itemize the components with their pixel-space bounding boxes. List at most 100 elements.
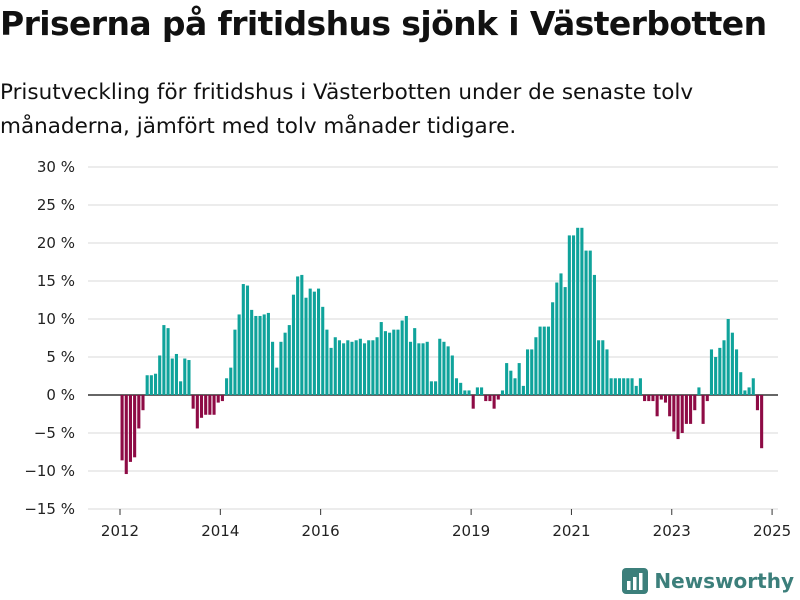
bar: [496, 395, 500, 400]
bar: [613, 378, 617, 395]
x-tick-label: 2014: [201, 522, 239, 540]
x-tick-label: 2016: [302, 522, 340, 540]
bar: [346, 340, 350, 395]
bar: [534, 337, 538, 395]
bar: [379, 322, 383, 395]
bar: [735, 349, 739, 395]
bar: [237, 314, 241, 395]
bar: [546, 326, 550, 395]
bar: [475, 387, 479, 395]
bar: [659, 395, 663, 400]
bar: [413, 328, 417, 395]
bar: [454, 378, 459, 395]
x-tick-label: 2019: [452, 522, 490, 540]
brand-logo: Newsworthy: [622, 568, 794, 594]
bar: [350, 341, 354, 395]
bar: [705, 395, 709, 402]
bar: [668, 395, 672, 417]
bar: [563, 287, 567, 395]
bar: [680, 395, 684, 433]
bar: [304, 297, 308, 395]
bar: [655, 395, 659, 417]
bar: [254, 315, 258, 395]
bar: [676, 395, 680, 440]
bar: [467, 390, 471, 395]
bar: [145, 375, 149, 395]
bar: [329, 347, 333, 395]
bar: [417, 343, 421, 395]
bar: [755, 395, 759, 411]
bar: [471, 395, 475, 409]
bar: [526, 349, 530, 395]
bar: [551, 302, 555, 395]
bar: [672, 395, 676, 432]
bar: [530, 349, 534, 395]
y-tick-label: 30 %: [37, 158, 75, 176]
bar: [643, 395, 647, 402]
bar: [693, 395, 697, 411]
bar: [584, 250, 588, 395]
bar: [576, 227, 580, 395]
bar: [283, 332, 287, 395]
bar: [212, 395, 216, 415]
bar: [605, 349, 609, 395]
bar: [505, 363, 509, 395]
bar: [199, 395, 204, 418]
y-tick-label: 25 %: [37, 196, 75, 214]
bar: [388, 332, 392, 395]
newsworthy-logo-icon: [622, 568, 649, 594]
bar: [622, 378, 626, 395]
bar: [120, 395, 124, 461]
bar: [517, 363, 521, 395]
bar: [760, 395, 764, 449]
bar: [684, 395, 688, 424]
gridlines: [88, 166, 778, 510]
bar: [580, 227, 584, 395]
bar: [208, 395, 212, 415]
y-tick-label: 0 %: [46, 386, 75, 404]
x-axis: 2012 2014 2016 2019 2021 2023 2025: [101, 509, 791, 540]
bar: [663, 395, 668, 403]
bar: [446, 346, 450, 395]
bar: [492, 395, 496, 409]
bar: [179, 381, 183, 395]
bar: [609, 378, 613, 395]
bar: [634, 385, 638, 395]
x-tick-label: 2021: [552, 522, 590, 540]
bar: [480, 387, 484, 395]
bar: [245, 285, 250, 395]
bar: [325, 329, 329, 395]
bar: [333, 337, 337, 395]
bar: [266, 312, 270, 395]
bar: [141, 395, 145, 411]
bar: [408, 341, 413, 395]
bar: [638, 378, 642, 395]
bar: [396, 329, 400, 395]
bar: [626, 378, 630, 395]
annotations: −7 %: [780, 0, 800, 4]
bar: [751, 378, 755, 395]
bar: [229, 367, 233, 395]
bar: [714, 357, 718, 395]
bar: [630, 378, 634, 395]
bar: [459, 382, 463, 395]
bar: [162, 325, 166, 395]
bar: [174, 353, 178, 395]
bar: [722, 340, 726, 395]
bar: [371, 340, 375, 395]
bar: [743, 390, 747, 395]
y-tick-label: −15 %: [24, 500, 75, 518]
chart-subtitle: Prisutveckling för fritidshus i Västerbo…: [0, 80, 694, 139]
bar: [701, 395, 705, 424]
bar: [158, 355, 162, 395]
bar: [392, 329, 396, 395]
bar: [709, 349, 714, 395]
bar: [697, 387, 701, 395]
bar: [225, 378, 229, 395]
bar: [250, 309, 254, 395]
bar: [258, 315, 262, 395]
bar: [718, 347, 722, 395]
x-tick-label: 2012: [101, 522, 139, 540]
brand-name: Newsworthy: [654, 569, 794, 593]
